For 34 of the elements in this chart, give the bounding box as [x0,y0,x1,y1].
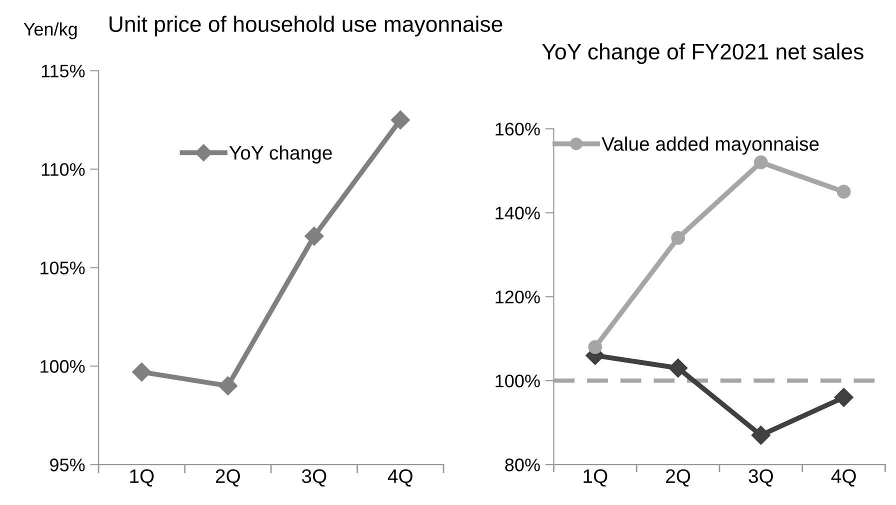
point [834,388,854,407]
point [304,226,324,246]
point [754,155,768,170]
y-tick-label: 100% [40,360,85,373]
chart-title: YoY change of FY2021 net sales [542,43,864,64]
y-tick-label: 120% [496,290,540,304]
y-tick-label: 160% [496,122,540,136]
point [588,340,602,354]
legend-label: YoY change [229,145,332,164]
point [671,230,685,245]
x-tick-label: 2Q [216,469,240,487]
y-tick-label: 140% [496,206,540,220]
y-tick-label: 95% [50,458,85,472]
point [218,376,238,396]
point [668,358,688,378]
legend-label: Value added mayonnaise [602,136,819,155]
x-tick-label: 4Q [831,469,856,487]
point [751,426,770,445]
y-tick-label: 105% [40,262,85,274]
x-tick-label: 3Q [302,469,326,487]
point [836,184,851,199]
x-tick-label: 2Q [666,469,690,487]
y-tick-label: 80% [505,458,540,472]
y-axis-title: Yen/kg [24,22,77,40]
y-tick-label: 100% [496,374,540,388]
x-tick-label: 1Q [584,469,608,487]
y-tick-label: 115% [42,64,85,78]
x-tick-label: 1Q [130,469,154,487]
point [132,362,152,382]
y-tick-label: 110% [42,163,85,176]
x-tick-label: 3Q [748,469,773,487]
x-tick-label: 4Q [388,469,412,487]
point [390,110,410,130]
chart-title: Unit price of household use mayonnaise [110,16,502,36]
